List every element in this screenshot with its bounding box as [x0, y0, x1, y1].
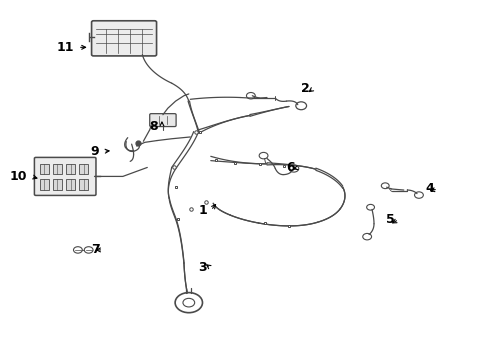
Text: 10: 10 [10, 170, 27, 183]
Text: 4: 4 [425, 183, 434, 195]
Text: 1: 1 [198, 204, 207, 217]
Bar [53, 163, 62, 174]
FancyBboxPatch shape [34, 157, 96, 195]
Bar [66, 179, 75, 190]
Text: 6: 6 [286, 161, 295, 174]
Text: 7: 7 [91, 243, 99, 256]
Text: 5: 5 [386, 213, 395, 226]
Text: 8: 8 [149, 120, 158, 133]
Text: 2: 2 [301, 82, 310, 95]
Bar [79, 179, 88, 190]
Bar [79, 163, 88, 174]
Bar [40, 163, 49, 174]
FancyBboxPatch shape [150, 114, 176, 127]
Text: 11: 11 [56, 41, 74, 54]
Bar [40, 179, 49, 190]
Text: 9: 9 [91, 145, 99, 158]
Bar [66, 163, 75, 174]
Text: 3: 3 [198, 261, 207, 274]
FancyBboxPatch shape [92, 21, 157, 56]
Bar [53, 179, 62, 190]
